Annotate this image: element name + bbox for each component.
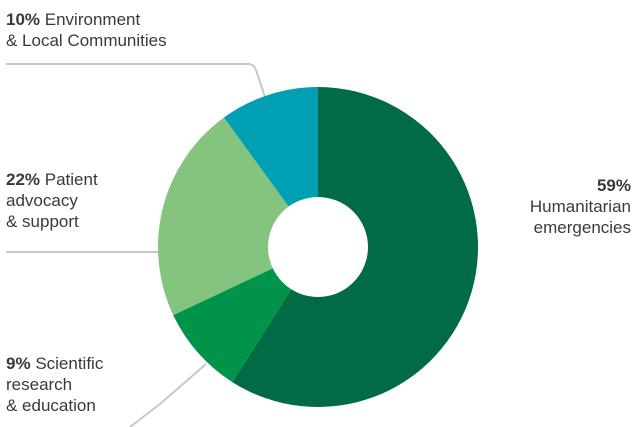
label-sci-text-1: Scientific (35, 354, 104, 373)
label-patient-advocacy: 22% Patient advocacy & support (6, 169, 98, 232)
label-sci-text-2: research (6, 375, 73, 394)
label-sci-pct: 9% (6, 354, 31, 373)
label-environment-text-1: Environment (44, 10, 141, 29)
leader-line-scientific (129, 363, 207, 427)
label-hum-text-1: Humanitarian (529, 197, 631, 216)
label-humanitarian: 59% Humanitarian emergencies (530, 175, 631, 238)
label-patient-text-1: Patient (44, 170, 98, 189)
label-patient-text-3: & support (6, 212, 79, 231)
leader-lines (6, 63, 267, 427)
label-hum-pct: 59% (596, 176, 631, 195)
label-scientific-research: 9% Scientific research & education (6, 353, 103, 416)
label-sci-text-3: & education (6, 396, 96, 415)
label-patient-pct: 22% (6, 170, 41, 189)
label-patient-text-2: advocacy (6, 191, 78, 210)
label-environment-text-2: & Local Communities (6, 31, 167, 50)
donut-hole (268, 197, 368, 297)
label-environment-pct: 10% (6, 10, 41, 29)
label-environment: 10% Environment & Local Communities (6, 9, 167, 51)
leader-line-environment (6, 63, 267, 101)
label-hum-text-2: emergencies (533, 218, 631, 237)
